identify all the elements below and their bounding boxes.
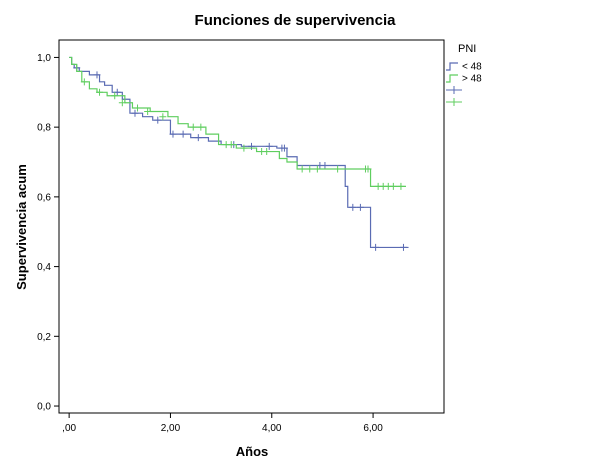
censor-mark [118,99,126,107]
y-tick-label: 0,0 [37,402,51,413]
censor-mark [248,142,255,150]
y-tick-label: 0,4 [37,262,51,273]
y-axis-ticks: 0,0 0,2 0,4 0,6 0,8 1,0 [37,53,59,413]
legend-title: PNI [458,43,476,55]
censor-mark [389,182,397,190]
legend: PNI < 48> 48 [446,43,482,106]
x-axis-label: Años [236,444,269,459]
censor-mark [134,104,142,112]
censor-mark [96,88,104,96]
censor-mark [131,109,139,117]
chart-title: Funciones de supervivencia [195,12,397,29]
censor-mark [280,144,288,152]
censor-mark [372,243,380,251]
censor-mark [159,113,167,121]
censor-mark [321,161,329,169]
y-axis-label: Supervivencia acum [14,164,29,290]
series-layer [69,56,409,251]
legend-label: > 48 [462,74,482,85]
plot-frame [58,39,445,414]
censor-mark [189,123,197,131]
censor-mark [298,165,306,173]
censor-mark [306,165,314,173]
censor-mark [334,165,342,173]
y-tick-label: 0,6 [37,192,51,203]
censor-mark [265,142,273,150]
y-tick-label: 0,2 [37,332,51,343]
censor-mark [144,107,152,115]
x-axis-ticks: ,00 2,00 4,00 6,00 [62,413,383,434]
legend-censor-swatch [446,86,462,94]
y-tick-label: 0,8 [37,123,51,134]
legend-swatch [446,62,458,71]
censor-mark [93,71,101,79]
censor-mark [364,165,372,173]
x-tick-label: 2,00 [161,423,181,434]
censor-mark [179,130,187,138]
censor-mark [194,134,202,142]
censor-mark [356,203,364,211]
y-tick-label: 1,0 [37,53,51,64]
censor-mark [227,141,235,149]
legend-censor-swatch [446,98,462,106]
x-tick-label: ,00 [62,423,76,434]
legend-swatch [446,74,458,83]
legend-label: < 48 [462,62,482,73]
censor-mark [154,116,162,124]
survival-step-line-2 [69,56,407,188]
censor-mark [111,92,119,100]
survival-step-line-1 [69,56,409,249]
censor-mark [197,123,205,131]
censor-mark [313,165,321,173]
censor-mark [399,243,407,251]
censor-mark [397,182,405,190]
x-tick-label: 6,00 [363,423,383,434]
censor-mark [240,144,248,152]
censor-mark [169,130,177,138]
censor-mark [80,78,88,86]
censor-mark [263,148,271,156]
censor-mark [349,203,357,211]
x-tick-label: 4,00 [262,423,282,434]
